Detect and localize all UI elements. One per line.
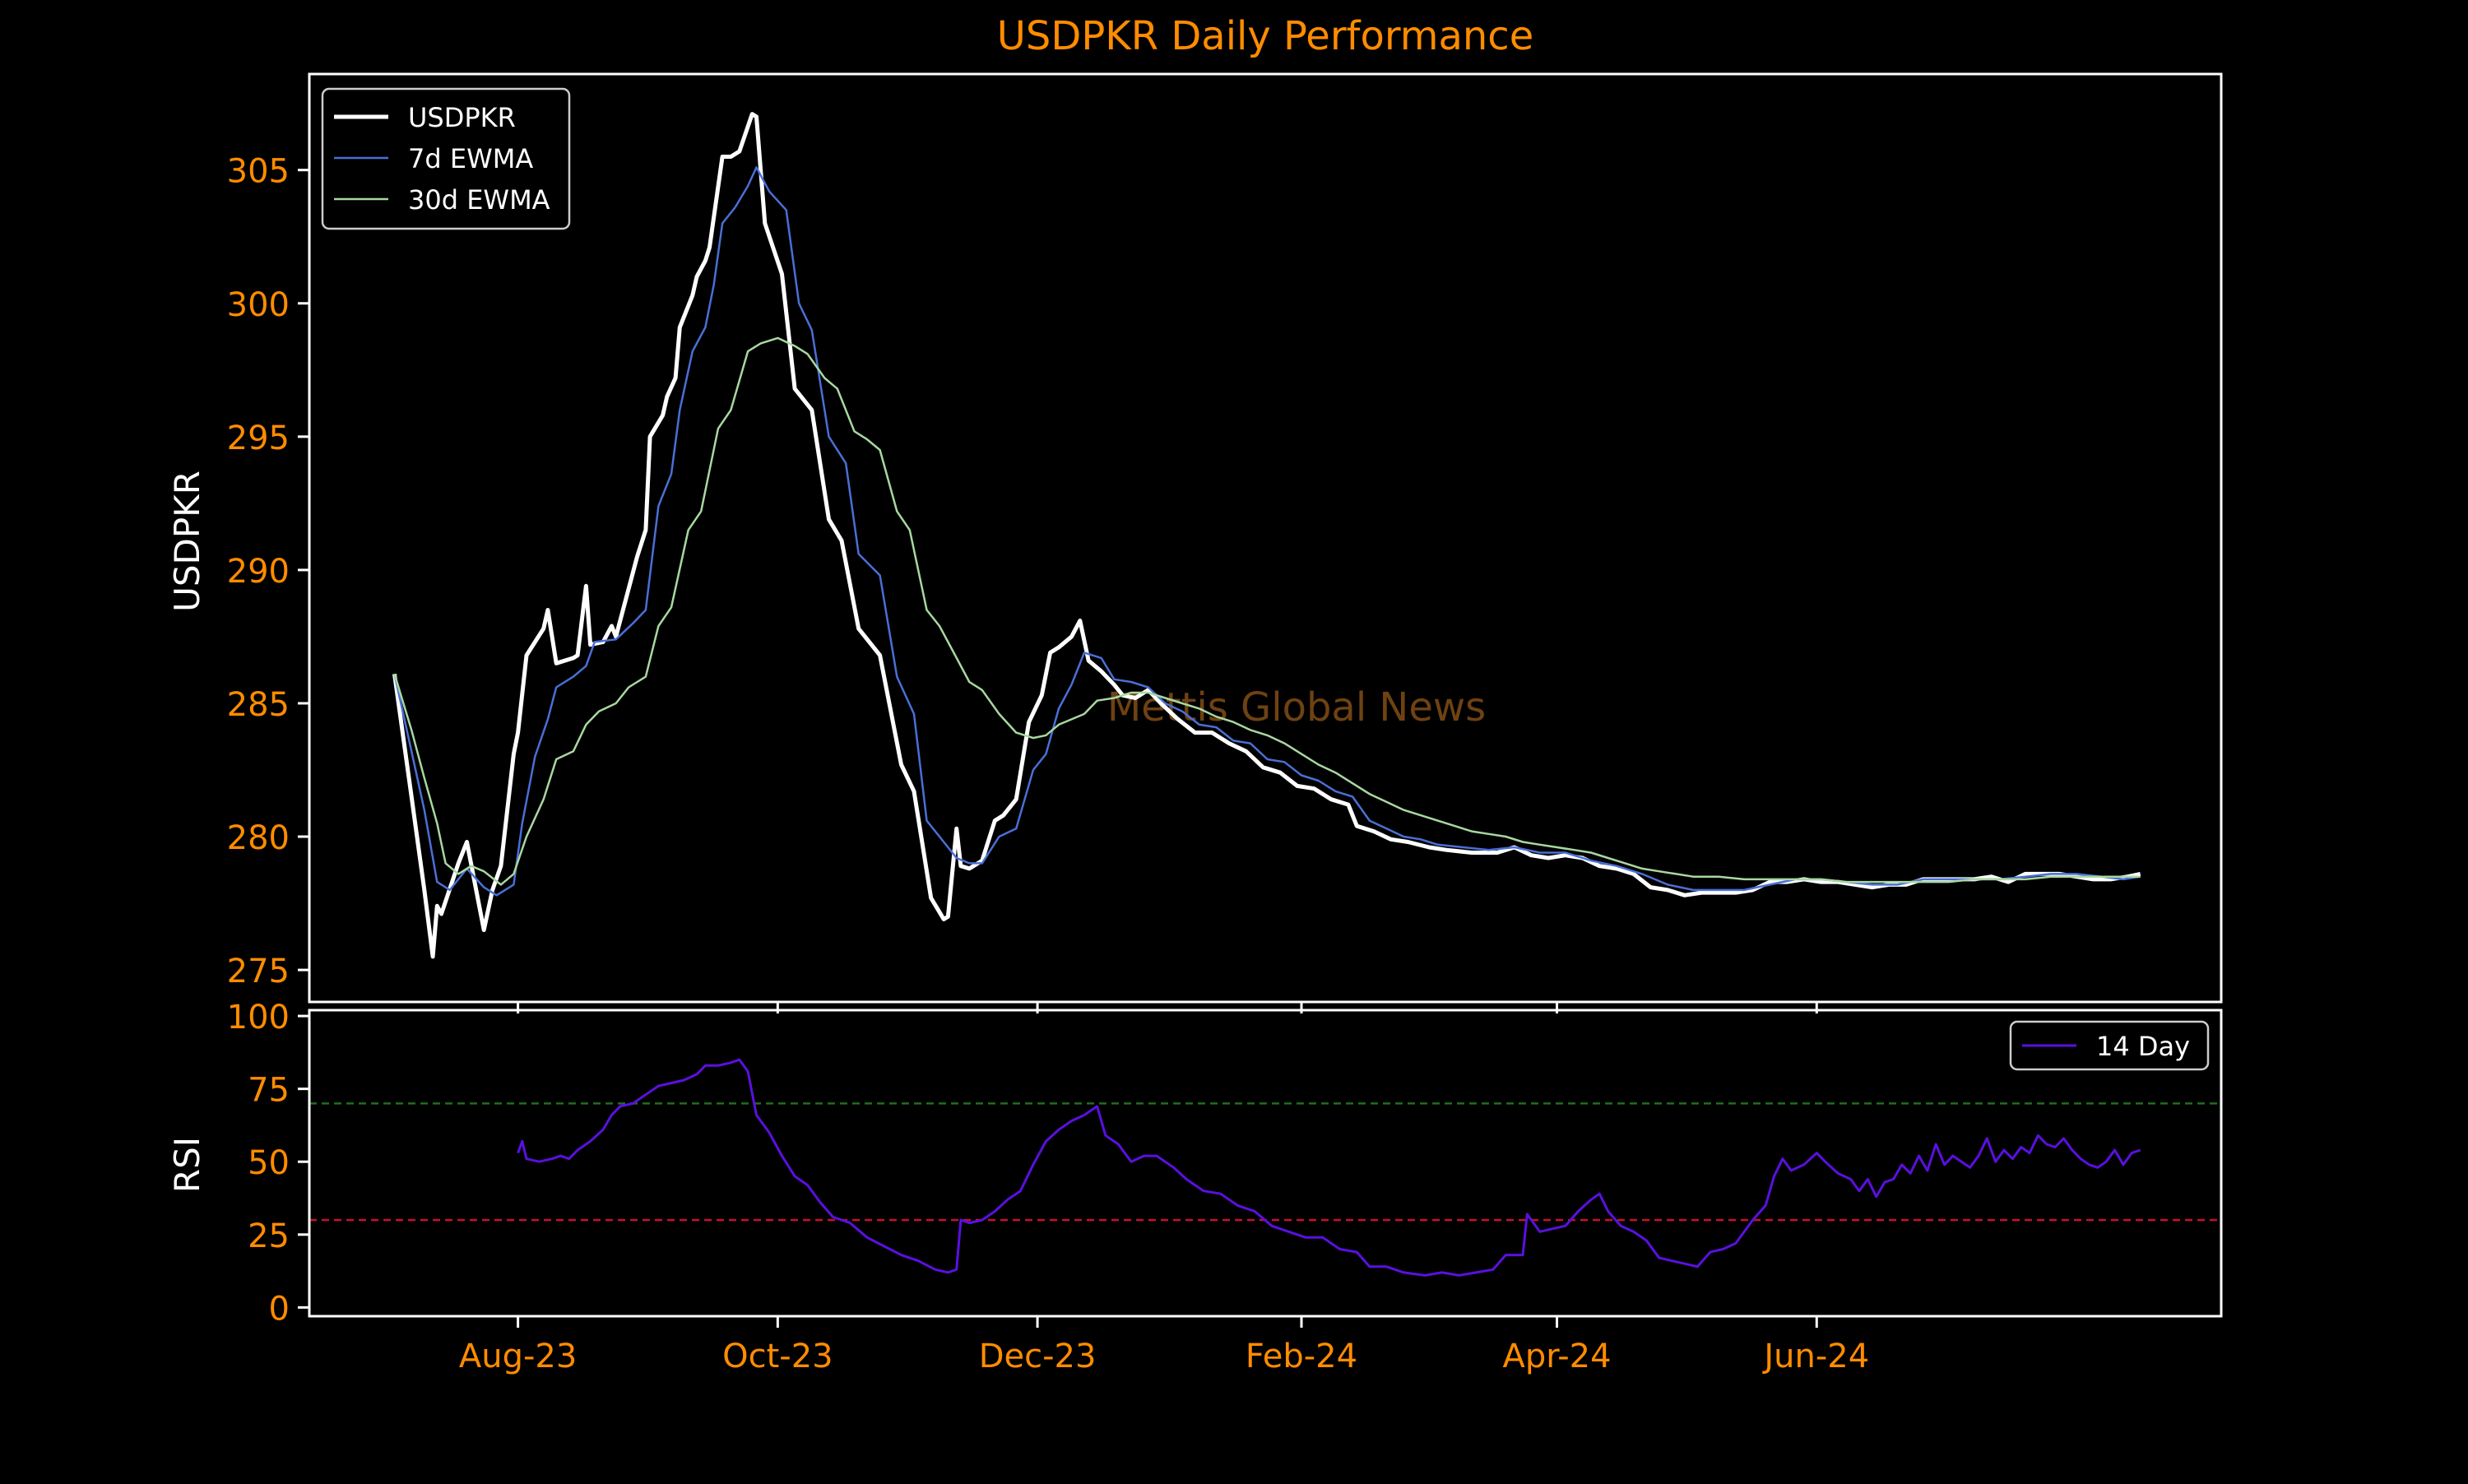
series-line-rsi-14-day xyxy=(517,1058,2141,1277)
price-panel: 275 280 285 290 295 300 305 USDPKR 7d EWMA 30d EW… xyxy=(227,72,2223,1013)
chart-title: USDPKR Daily Performance xyxy=(997,13,1533,59)
rsi-y-tick-label: 50 xyxy=(248,1144,290,1182)
rsi-y-axis-label: RSI xyxy=(167,1137,207,1193)
x-tick-label: Apr-24 xyxy=(1503,1338,1612,1375)
x-tick-label: Feb-24 xyxy=(1246,1338,1357,1375)
series-line-7d-ewma xyxy=(393,166,2141,897)
rsi-y-tick-label: 25 xyxy=(248,1217,290,1255)
price-axes-frame xyxy=(308,72,2223,1004)
price-legend-box xyxy=(321,87,571,230)
rsi-y-tick-label: 75 xyxy=(248,1072,290,1110)
rsi-legend-box xyxy=(2009,1020,2210,1071)
rsi-axes-frame xyxy=(308,1009,2223,1318)
rsi-legend: 14 Day xyxy=(2009,1020,2210,1071)
price-legend: USDPKR 7d EWMA 30d EWMA xyxy=(321,87,571,230)
legend-label-14-day: 14 Day xyxy=(2096,1031,2190,1062)
legend-label-usdpkr: USDPKR xyxy=(408,102,516,133)
price-y-tick-label: 275 xyxy=(227,953,290,990)
price-y-axis-label: USDPKR xyxy=(167,471,207,612)
price-y-tick-label: 290 xyxy=(227,553,290,591)
legend-label-7d-ewma: 7d EWMA xyxy=(408,143,533,174)
price-y-tick-label: 280 xyxy=(227,819,290,857)
rsi-y-tick-label: 100 xyxy=(227,999,290,1036)
price-y-tick-label: 285 xyxy=(227,686,290,724)
rsi-y-tick-label: 0 xyxy=(269,1290,290,1328)
price-y-tick-label: 295 xyxy=(227,420,290,457)
price-y-tick-label: 305 xyxy=(227,153,290,191)
x-tick-label: Jun-24 xyxy=(1761,1338,1869,1375)
watermark-annotation: Mettis Global News xyxy=(1107,684,1486,730)
x-tick-label: Aug-23 xyxy=(459,1338,577,1375)
series-line-30d-ewma xyxy=(393,336,2141,886)
x-tick-label: Oct-23 xyxy=(722,1338,833,1375)
x-tick-label: Dec-23 xyxy=(979,1338,1097,1375)
price-y-tick-label: 300 xyxy=(227,286,290,324)
legend-label-30d-ewma: 30d EWMA xyxy=(408,184,550,216)
rsi-panel: 0 25 50 75 100 Aug-23 Oct-23 Dec-23 Feb-24 Apr-24… xyxy=(227,999,2223,1375)
